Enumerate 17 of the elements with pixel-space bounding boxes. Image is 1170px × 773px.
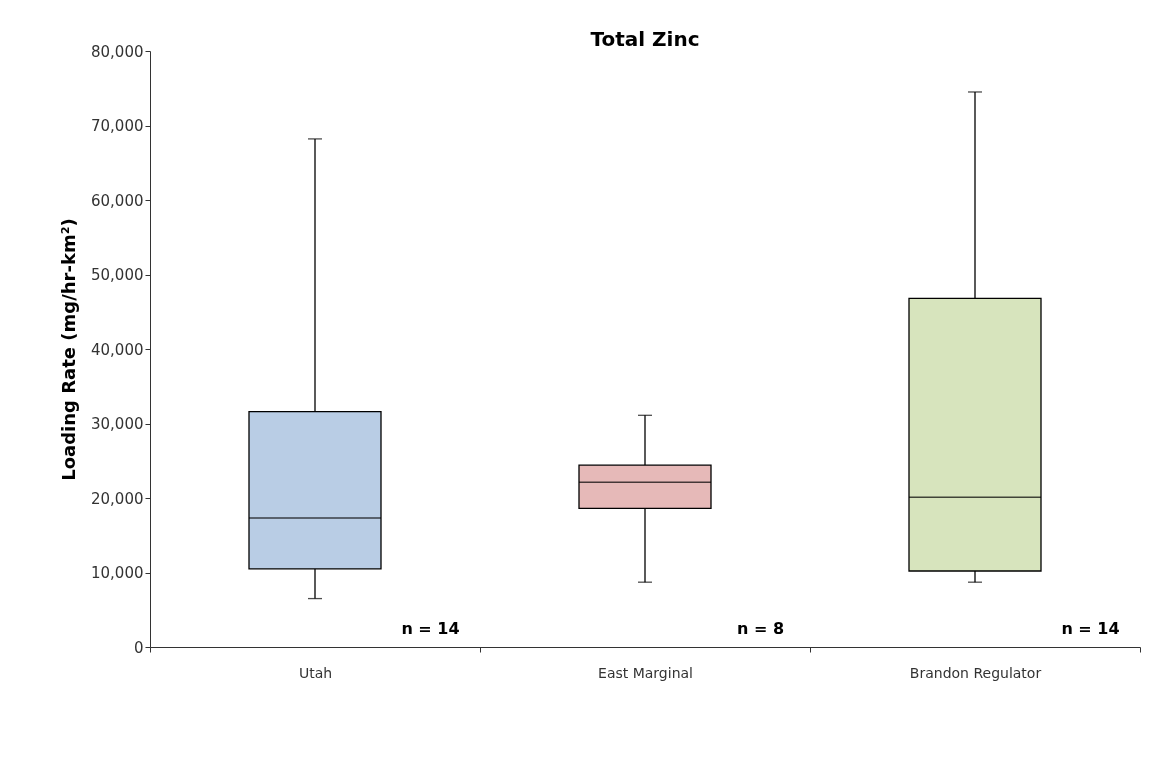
y-tick-label: 50,000 [91, 266, 144, 284]
y-tick-label: 30,000 [91, 415, 144, 433]
y-tick-label: 0 [133, 638, 144, 657]
x-tick-label: Utah [298, 664, 333, 681]
y-tick-label: 80,000 [91, 42, 144, 61]
y-tick-label: 60,000 [91, 191, 144, 210]
y-tick-label: 10,000 [91, 564, 144, 582]
annotation: n = 14 [1061, 619, 1120, 638]
x-tick-label: East Marginal [598, 664, 693, 681]
y-tick-label: 70,000 [91, 117, 144, 135]
x-tick-label: Brandon Regulator [909, 664, 1042, 681]
y-tick-label: 20,000 [91, 489, 144, 508]
y-axis-title: Loading Rate (mg/hr-km²) [58, 218, 80, 481]
chart-title: Total Zinc [590, 27, 700, 51]
annotation: n = 14 [401, 619, 460, 638]
y-tick-label: 40,000 [91, 340, 144, 359]
annotation: n = 8 [736, 619, 785, 638]
